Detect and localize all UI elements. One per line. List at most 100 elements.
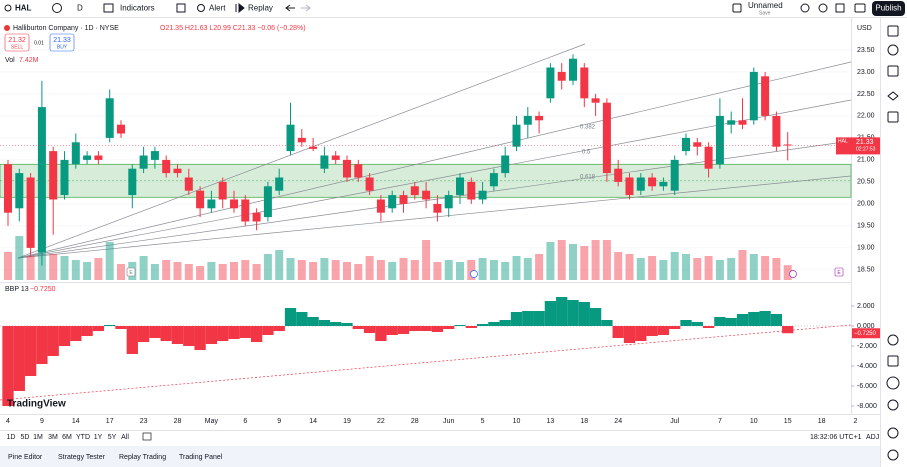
indicators-button[interactable]: Indicators (120, 4, 155, 13)
time-tick-label: 6 (243, 418, 247, 425)
fib-label: 0.382 (580, 125, 596, 131)
candle-body (94, 155, 103, 160)
adj-button[interactable]: ADJ (866, 434, 879, 441)
watchlist-icon[interactable] (887, 25, 899, 37)
range-button[interactable]: 6M (62, 434, 72, 441)
sell-label[interactable]: SELL (11, 44, 23, 50)
layout-save[interactable]: Save (759, 10, 771, 16)
alert-button[interactable]: Alert (209, 4, 226, 13)
candle-body (230, 199, 238, 209)
buy-button[interactable] (49, 33, 75, 52)
bbp-bar (420, 326, 432, 331)
layers-icon[interactable] (887, 91, 899, 101)
volume-bar (331, 260, 340, 280)
replay-icon[interactable] (235, 2, 245, 14)
candle-body (297, 137, 306, 143)
alert-icon[interactable] (197, 4, 205, 12)
publish-label[interactable]: Publish (875, 4, 901, 13)
volume-bar (60, 256, 69, 280)
options-icon[interactable] (886, 376, 900, 390)
layout-icon[interactable] (732, 3, 742, 13)
bbp-bar (318, 320, 331, 326)
time-tick-label: 2 (854, 418, 858, 425)
earnings-marker[interactable] (834, 267, 844, 277)
date-range-icon[interactable] (142, 432, 152, 441)
range-button[interactable]: 1M (33, 434, 43, 441)
bbp-bar (544, 301, 557, 326)
candle-body (252, 212, 261, 222)
ideas-icon[interactable] (887, 355, 899, 367)
range-button[interactable]: 1D (7, 434, 16, 441)
time-tick-label: 24 (614, 418, 622, 425)
price-tick-label: 23.50 (857, 47, 875, 54)
range-button[interactable]: All (121, 434, 129, 441)
range-button[interactable]: YTD (76, 434, 90, 441)
range-button[interactable]: 1Y (94, 434, 103, 441)
earnings-label[interactable]: E (129, 270, 133, 276)
redo-button[interactable] (301, 4, 311, 12)
volume-bar (241, 260, 250, 280)
volume-bar (749, 254, 758, 280)
volume-bar (682, 254, 690, 280)
volume-bar (297, 260, 306, 280)
replay-button[interactable]: Replay (248, 4, 273, 13)
bbp-bar (454, 325, 466, 326)
time-tick-label: Jun (443, 418, 454, 425)
alerts-icon[interactable] (887, 44, 899, 56)
candle-body (320, 155, 329, 169)
range-button[interactable]: 5Y (108, 434, 117, 441)
dividend-marker[interactable] (789, 270, 797, 278)
range-button[interactable]: 3M (48, 434, 58, 441)
search-icon[interactable] (4, 4, 12, 12)
calendar-icon[interactable] (887, 111, 899, 123)
help-center-icon[interactable] (887, 449, 899, 461)
sell-button[interactable] (4, 33, 30, 52)
volume-bar (535, 254, 544, 280)
layout-name[interactable]: Unnamed (748, 1, 783, 10)
help-icon[interactable] (887, 334, 899, 346)
buy-label[interactable]: BUY (57, 44, 68, 50)
buy-price[interactable]: 21.33 (53, 37, 71, 44)
quick-search-icon[interactable] (800, 3, 810, 13)
currency: USD (857, 25, 872, 32)
chat-icon[interactable] (887, 65, 899, 77)
bbp-bar (488, 322, 500, 326)
bbp-bar (397, 326, 410, 334)
time-tick-label: Jul (670, 418, 679, 425)
time-tick-label: 28 (411, 418, 419, 425)
candle-body (580, 67, 589, 99)
symbol-button[interactable]: HAL (15, 4, 32, 13)
volume-bar (704, 256, 713, 280)
publish-button[interactable] (872, 1, 905, 16)
dividend-marker[interactable] (470, 270, 478, 278)
right-sidebar (886, 25, 900, 461)
notifications-icon[interactable] (887, 427, 899, 439)
interval-button[interactable]: D (77, 4, 83, 13)
bbp-bar (725, 318, 737, 326)
bbp-bar (635, 326, 647, 341)
candle-body (139, 155, 148, 169)
stream-icon[interactable] (887, 399, 899, 411)
undo-button[interactable] (285, 4, 295, 12)
bbp-bar (273, 326, 285, 331)
earnings-label[interactable]: E (837, 270, 841, 276)
candle-body (602, 102, 611, 174)
sell-price[interactable]: 21.32 (8, 37, 26, 44)
candle-body (456, 177, 464, 196)
candle-body (241, 199, 250, 222)
bottom-tab[interactable]: Pine Editor (8, 454, 43, 461)
fullscreen-icon[interactable] (835, 3, 845, 13)
bottom-tab[interactable]: Replay Trading (119, 454, 166, 461)
volume-bar (693, 258, 702, 280)
snapshot-icon[interactable] (854, 3, 866, 13)
bbp-bar (239, 326, 251, 338)
bar-style-icon[interactable] (103, 3, 114, 13)
compare-button[interactable] (52, 3, 62, 13)
earnings-marker[interactable] (126, 267, 136, 277)
bottom-tab[interactable]: Trading Panel (179, 454, 223, 461)
settings-icon[interactable] (818, 3, 828, 13)
indicator-tick-label: 2.000 (857, 303, 875, 310)
templates-icon[interactable] (176, 3, 186, 13)
range-button[interactable]: 5D (21, 434, 30, 441)
bottom-tab[interactable]: Strategy Tester (58, 454, 106, 461)
